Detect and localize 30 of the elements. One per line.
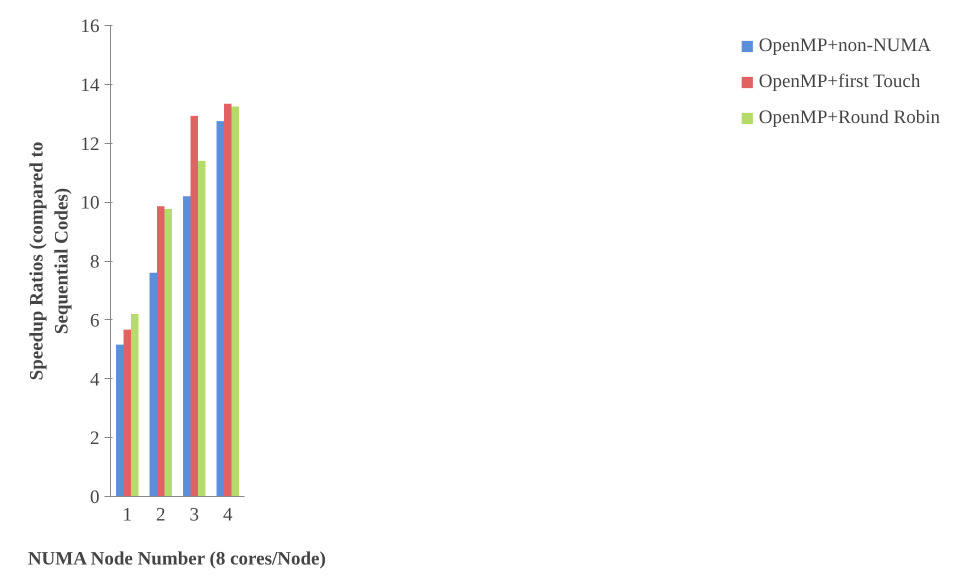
y-tick-label: 10 (80, 192, 100, 214)
bar (124, 330, 131, 496)
y-tick-label: 0 (90, 487, 100, 508)
x-tick-label: 4 (223, 504, 233, 526)
bar (231, 106, 239, 496)
legend-label: OpenMP+non-NUMA (758, 35, 931, 57)
bar (130, 314, 138, 496)
legend-label: OpenMP+Round Robin (758, 107, 940, 129)
y-tick-label: 4 (90, 369, 100, 390)
y-tick-label: 14 (80, 74, 100, 96)
x-tick-label: 1 (122, 504, 132, 526)
bar (157, 206, 164, 496)
y-tick-label: 6 (90, 310, 100, 332)
legend-label: OpenMP+first Touch (758, 71, 920, 93)
x-tick-label: 2 (156, 504, 166, 526)
y-tick-label: 12 (80, 134, 100, 155)
bar (224, 104, 232, 496)
y-axis-title: Speedup Ratios (compared to Sequential Codes) (26, 142, 72, 380)
x-tick-label: 3 (190, 504, 199, 526)
bar (150, 272, 158, 496)
bar (198, 160, 206, 496)
bar (164, 208, 172, 496)
y-tick-label: 2 (90, 428, 100, 450)
y-tick-label: 16 (80, 16, 100, 37)
bar (190, 116, 198, 496)
bar (216, 121, 224, 496)
x-axis-title: NUMA Node Number (8 cores/Node) (28, 548, 326, 570)
bar (183, 196, 191, 496)
bar (116, 344, 124, 496)
y-tick-label: 8 (90, 252, 100, 272)
